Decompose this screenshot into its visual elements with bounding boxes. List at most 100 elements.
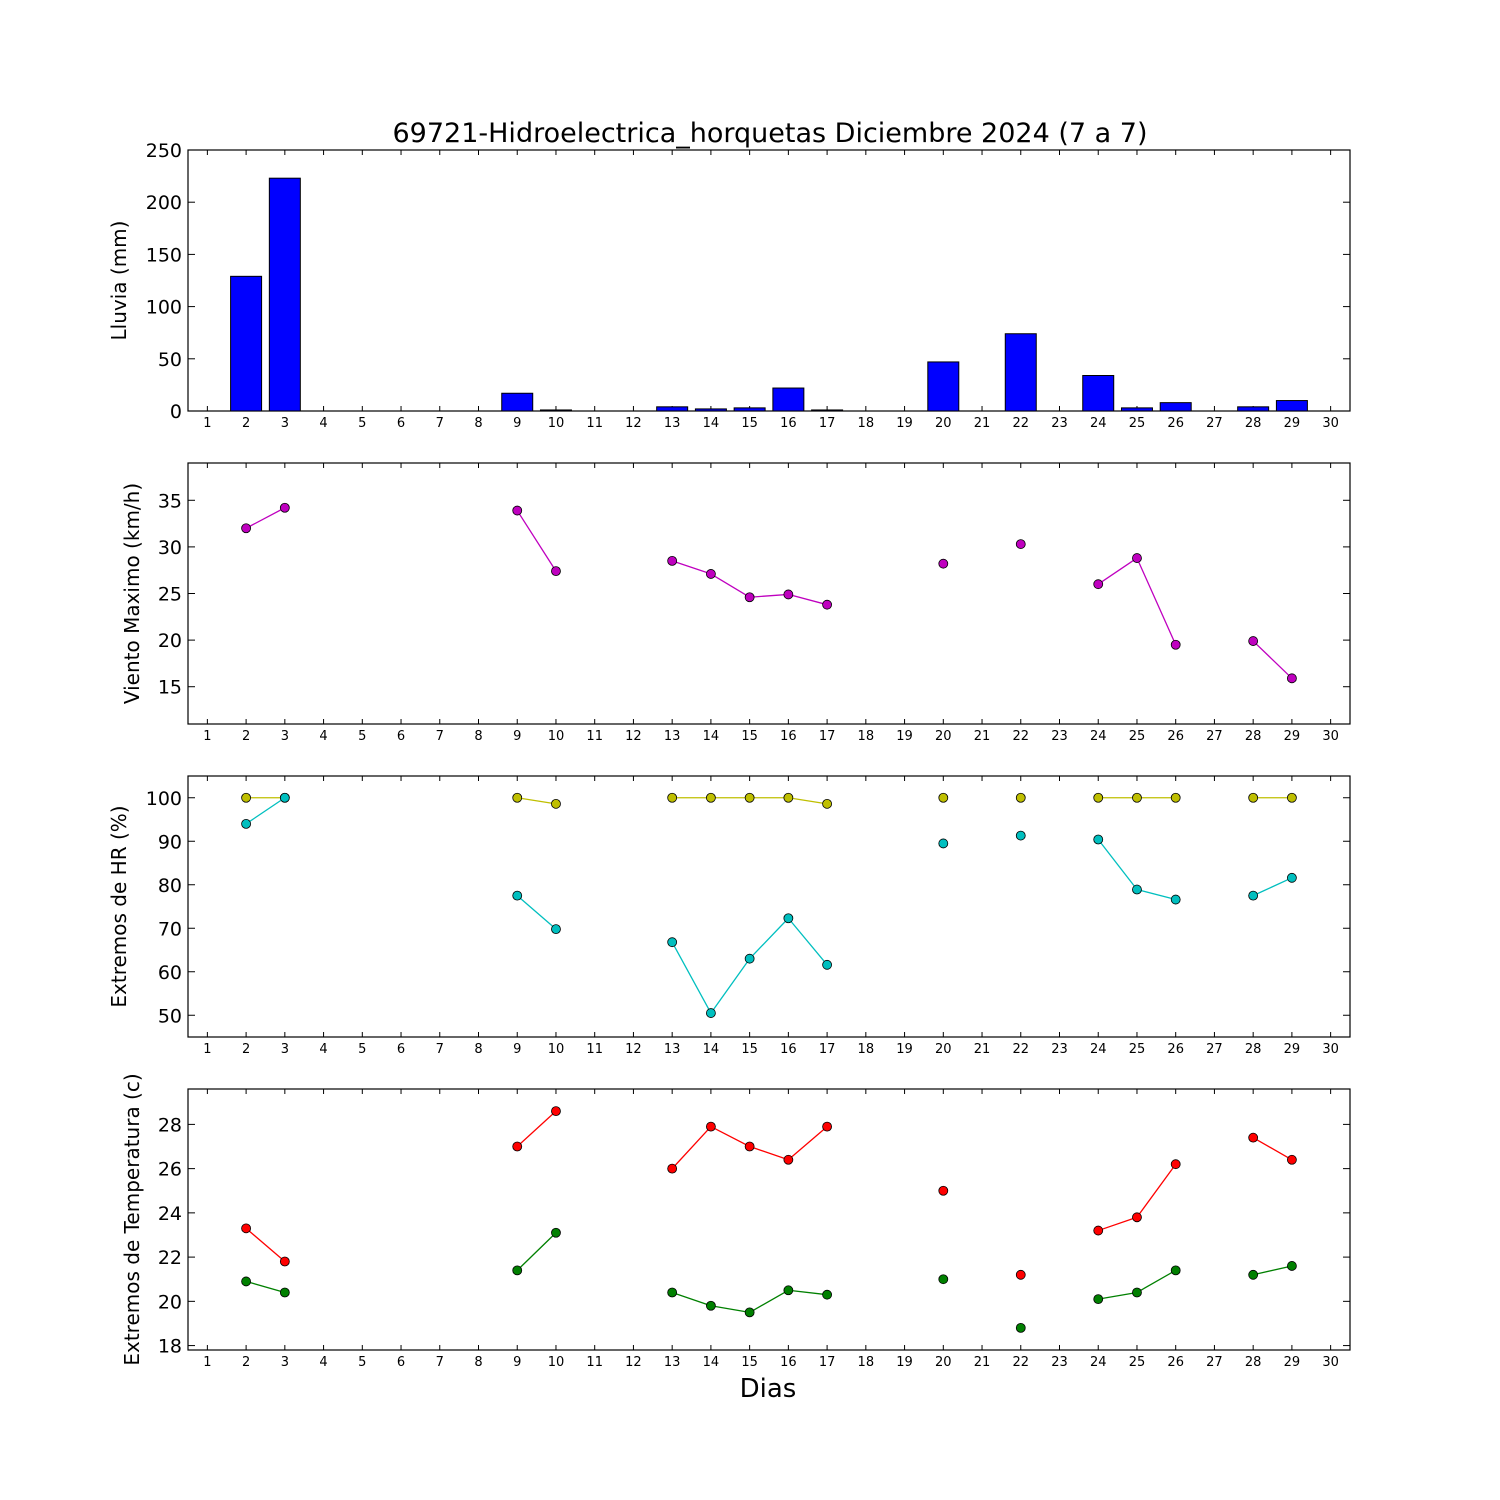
series-line-segment bbox=[245, 1280, 286, 1294]
series-line-segment bbox=[749, 917, 789, 960]
series-line-segment bbox=[1252, 1137, 1293, 1161]
x-tick-label: 9 bbox=[513, 729, 521, 744]
data-point bbox=[822, 599, 832, 610]
x-tick-label: 2 bbox=[242, 1355, 250, 1370]
x-tick-label: 23 bbox=[1051, 1355, 1068, 1370]
x-tick-label: 13 bbox=[664, 416, 681, 431]
series-line-segment bbox=[788, 797, 828, 805]
data-point bbox=[1287, 792, 1297, 803]
x-tick-label: 18 bbox=[858, 1355, 875, 1370]
y-tick-label: 26 bbox=[158, 1159, 182, 1181]
panel-1: 1 2 3 4 5 6 7 8 9 10 11 12 13 14 15 16 17 18 19 20 21 22 23 24 2… bbox=[107, 140, 1351, 431]
data-point bbox=[512, 505, 523, 516]
x-tick-label: 11 bbox=[586, 729, 603, 744]
x-tick-label: 15 bbox=[741, 1042, 758, 1057]
data-point bbox=[667, 1163, 678, 1174]
y-tick-label: 50 bbox=[158, 1005, 182, 1027]
bar bbox=[1237, 406, 1270, 412]
x-tick-label: 5 bbox=[358, 729, 366, 744]
x-tick-label: 14 bbox=[703, 416, 720, 431]
data-point bbox=[706, 1300, 716, 1311]
x-tick-label: 15 bbox=[741, 416, 758, 431]
x-tick-label: 18 bbox=[858, 729, 875, 744]
x-tick-label: 12 bbox=[625, 416, 642, 431]
y-tick-label: 100 bbox=[146, 788, 182, 810]
x-tick-label: 16 bbox=[780, 729, 797, 744]
x-tick-label: 17 bbox=[819, 729, 836, 744]
data-point bbox=[279, 502, 290, 513]
data-point bbox=[1132, 792, 1142, 803]
y-tick-label: 250 bbox=[146, 140, 182, 162]
y-axis-label: Extremos de Temperatura (c) bbox=[120, 1073, 144, 1365]
x-tick-label: 29 bbox=[1284, 1042, 1301, 1057]
data-point bbox=[279, 792, 290, 803]
series-line-segment bbox=[788, 1289, 828, 1296]
bar bbox=[539, 409, 572, 412]
x-tick-label: 4 bbox=[319, 729, 327, 744]
x-tick-label: 6 bbox=[397, 1042, 405, 1057]
x-tick-label: 18 bbox=[858, 1042, 875, 1057]
x-tick-label: 27 bbox=[1206, 1042, 1223, 1057]
series-line-segment bbox=[788, 593, 828, 606]
series-line-segment bbox=[671, 560, 712, 575]
series-line-segment bbox=[245, 507, 286, 529]
data-point bbox=[938, 1274, 949, 1285]
x-tick-label: 1 bbox=[203, 729, 211, 744]
x-tick-label: 13 bbox=[664, 1355, 681, 1370]
x-tick-label: 23 bbox=[1051, 1042, 1068, 1057]
y-tick-label: 24 bbox=[158, 1203, 182, 1225]
x-tick-label: 25 bbox=[1129, 729, 1146, 744]
series-line-segment bbox=[245, 1227, 286, 1263]
plot-frame bbox=[187, 149, 1351, 412]
series-line-segment bbox=[1252, 877, 1293, 897]
data-point bbox=[1170, 1159, 1181, 1170]
data-point bbox=[1093, 834, 1104, 845]
x-tick-label: 26 bbox=[1167, 1042, 1184, 1057]
data-point bbox=[512, 890, 523, 901]
data-point bbox=[822, 1121, 832, 1132]
bar bbox=[1159, 402, 1192, 412]
bar bbox=[1082, 375, 1115, 412]
x-tick-label: 24 bbox=[1090, 1042, 1107, 1057]
y-tick-label: 20 bbox=[158, 1291, 182, 1313]
x-tick-label: 30 bbox=[1322, 1355, 1339, 1370]
data-point bbox=[1248, 792, 1259, 803]
data-point bbox=[1287, 673, 1297, 684]
data-point bbox=[744, 953, 755, 964]
series-line-segment bbox=[787, 917, 828, 966]
data-point bbox=[822, 798, 832, 809]
x-tick-label: 27 bbox=[1206, 1355, 1223, 1370]
data-point bbox=[706, 1121, 716, 1132]
x-tick-label: 6 bbox=[397, 416, 405, 431]
x-tick-label: 17 bbox=[819, 416, 836, 431]
series-line-segment bbox=[1136, 1269, 1177, 1294]
x-tick-label: 2 bbox=[242, 416, 250, 431]
x-tick-label: 26 bbox=[1167, 729, 1184, 744]
data-point bbox=[241, 1276, 252, 1287]
x-tick-label: 12 bbox=[625, 1355, 642, 1370]
data-point bbox=[706, 1008, 716, 1018]
data-point bbox=[783, 913, 794, 924]
y-tick-label: 70 bbox=[158, 918, 182, 940]
data-point bbox=[1248, 636, 1259, 646]
x-tick-label: 10 bbox=[548, 729, 565, 744]
x-tick-label: 3 bbox=[281, 416, 289, 431]
x-tick-label: 28 bbox=[1245, 729, 1262, 744]
x-tick-label: 11 bbox=[586, 1355, 603, 1370]
x-tick-label: 19 bbox=[896, 416, 913, 431]
series-line-segment bbox=[245, 797, 286, 825]
x-tick-label: 7 bbox=[436, 1355, 444, 1370]
x-tick-label: 22 bbox=[1012, 729, 1029, 744]
data-point bbox=[1093, 1294, 1104, 1305]
data-point bbox=[822, 959, 832, 970]
x-tick-label: 8 bbox=[474, 1042, 482, 1057]
data-point bbox=[1015, 830, 1026, 841]
x-tick-label: 2 bbox=[242, 1042, 250, 1057]
x-tick-label: 8 bbox=[474, 729, 482, 744]
data-point bbox=[783, 589, 794, 600]
data-point bbox=[706, 569, 716, 579]
x-tick-label: 8 bbox=[474, 1355, 482, 1370]
x-tick-label: 24 bbox=[1090, 729, 1107, 744]
series-line-segment bbox=[710, 573, 750, 598]
